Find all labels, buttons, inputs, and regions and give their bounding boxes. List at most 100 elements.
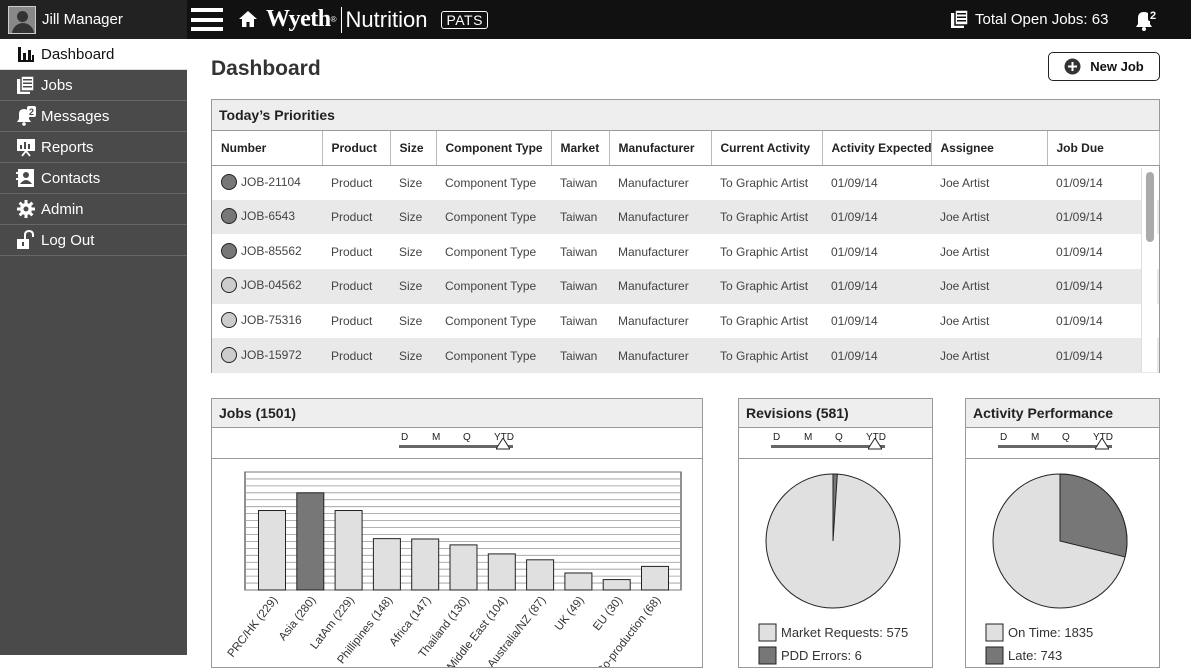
hamburger-menu-icon[interactable] bbox=[190, 6, 224, 33]
bar[interactable] bbox=[296, 492, 325, 591]
column-header[interactable]: Current Activity bbox=[711, 131, 823, 166]
period-option[interactable]: Q bbox=[1062, 432, 1070, 443]
bar[interactable] bbox=[258, 510, 286, 591]
sidebar-item-jobs[interactable]: Jobs bbox=[0, 70, 187, 101]
table-row[interactable]: JOB-75316 Product Size Component Type Taiwan… bbox=[212, 304, 1159, 339]
sidebar-item-log-out[interactable]: Log Out bbox=[0, 225, 187, 256]
period-slider-thumb[interactable] bbox=[496, 438, 510, 450]
revisions-chart-panel: Revisions (581) D M Q YTD Market Requests: … bbox=[738, 398, 933, 668]
cell-text: To Graphic Artist bbox=[720, 279, 809, 294]
table-cell-activity: To Graphic Artist bbox=[711, 338, 822, 374]
cell-text: Taiwan bbox=[560, 314, 598, 329]
sidebar-item-admin[interactable]: Admin bbox=[0, 194, 187, 225]
bar[interactable] bbox=[449, 544, 478, 591]
period-selector[interactable]: D M Q YTD bbox=[212, 428, 702, 459]
cell-text: JOB-85562 bbox=[241, 243, 302, 258]
pie-slice[interactable] bbox=[1059, 473, 1128, 558]
panel-title: Revisions (581) bbox=[739, 399, 932, 428]
sidebar-item-label: Log Out bbox=[41, 231, 95, 249]
column-header[interactable]: Assignee bbox=[931, 131, 1048, 166]
table-row[interactable]: JOB-15972 Product Size Component Type Taiwan… bbox=[212, 338, 1159, 374]
period-slider-track[interactable] bbox=[771, 445, 885, 448]
period-option[interactable]: Q bbox=[463, 432, 471, 443]
period-selector[interactable]: D M Q YTD bbox=[739, 428, 932, 459]
total-open-jobs[interactable]: Total Open Jobs: 63 bbox=[950, 9, 1108, 29]
x-tick-label: Co-production (68) bbox=[595, 594, 664, 668]
x-tick-label: EU (30) bbox=[591, 594, 625, 633]
column-header[interactable]: Manufacturer bbox=[609, 131, 712, 166]
bar[interactable] bbox=[487, 553, 516, 591]
bar[interactable] bbox=[334, 510, 363, 591]
column-header[interactable]: Number bbox=[212, 131, 323, 166]
table-row[interactable]: JOB-21104 Product Size Component Type Taiwan… bbox=[212, 165, 1159, 200]
table-cell-product: Product bbox=[322, 304, 390, 339]
new-job-label: New Job bbox=[1090, 59, 1144, 74]
table-cell-due: 01/09/14 bbox=[1047, 304, 1159, 339]
bar[interactable] bbox=[641, 565, 669, 591]
table-cell-component: Component Type bbox=[436, 338, 551, 374]
table-row[interactable]: JOB-6543 Product Size Component Type Taiwan M… bbox=[212, 199, 1159, 235]
column-header[interactable]: Size bbox=[390, 131, 437, 166]
period-option[interactable]: D bbox=[773, 432, 781, 443]
period-option[interactable]: M bbox=[1031, 432, 1040, 443]
period-option[interactable]: YTD bbox=[866, 432, 886, 443]
cell-text: Component Type bbox=[445, 210, 537, 225]
sidebar-item-dashboard[interactable]: Dashboard bbox=[0, 39, 187, 70]
sidebar-item-contacts[interactable]: Contacts bbox=[0, 163, 187, 194]
new-job-button[interactable]: New Job bbox=[1048, 52, 1160, 81]
table-cell-number: JOB-04562 bbox=[212, 269, 322, 304]
x-tick-label: UK (49) bbox=[553, 594, 587, 633]
table-scrollbar[interactable] bbox=[1141, 168, 1157, 372]
sidebar-item-messages[interactable]: 2 Messages bbox=[0, 101, 187, 132]
column-header[interactable]: Market bbox=[551, 131, 610, 166]
period-selector[interactable]: D M Q YTD bbox=[966, 428, 1159, 459]
period-option[interactable]: D bbox=[1000, 432, 1008, 443]
period-option[interactable]: Q bbox=[835, 432, 843, 443]
home-icon[interactable] bbox=[238, 9, 258, 29]
sidebar-item-reports[interactable]: Reports bbox=[0, 132, 187, 163]
legend-swatch bbox=[758, 646, 777, 665]
status-indicator bbox=[221, 346, 237, 363]
table-cell-size: Size bbox=[390, 199, 436, 235]
period-option[interactable]: M bbox=[432, 432, 441, 443]
column-header[interactable]: Activity Expected bbox=[822, 131, 932, 166]
period-option[interactable]: YTD bbox=[1093, 432, 1113, 443]
table-cell-manufacturer: Manufacturer bbox=[609, 199, 711, 235]
notifications-bell-icon[interactable]: 2 bbox=[1133, 8, 1159, 32]
period-slider-thumb[interactable] bbox=[1095, 438, 1109, 450]
bar[interactable] bbox=[526, 559, 555, 591]
sidebar-item-label: Messages bbox=[41, 107, 110, 125]
column-header[interactable]: Component Type bbox=[436, 131, 552, 166]
scrollbar-thumb[interactable] bbox=[1146, 172, 1154, 242]
table-row[interactable]: JOB-04562 Product Size Component Type Taiwan… bbox=[212, 269, 1159, 304]
cell-text: Product bbox=[331, 210, 373, 225]
table-row[interactable]: JOB-85562 Product Size Component Type Taiwan… bbox=[212, 234, 1159, 269]
bar[interactable] bbox=[602, 579, 631, 591]
period-slider-track[interactable] bbox=[998, 445, 1112, 448]
cell-text: Component Type bbox=[445, 348, 537, 363]
bar[interactable] bbox=[564, 572, 593, 591]
brand-name: Wyeth bbox=[266, 6, 331, 32]
bar[interactable] bbox=[372, 538, 401, 591]
column-header[interactable]: Product bbox=[322, 131, 391, 166]
table-cell-market: Taiwan bbox=[551, 269, 609, 304]
period-slider-thumb[interactable] bbox=[868, 438, 882, 450]
user-block[interactable]: Jill Manager bbox=[0, 0, 187, 39]
priorities-table: Number Product Size Component Type Market Man… bbox=[212, 131, 1160, 374]
cell-text: Manufacturer bbox=[618, 314, 689, 329]
bell-icon: 2 bbox=[17, 106, 36, 126]
pie-slice[interactable] bbox=[832, 473, 838, 542]
cell-text: Product bbox=[331, 175, 373, 190]
table-cell-assignee: Joe Artist bbox=[931, 234, 1047, 269]
x-tick-label: Asia (280) bbox=[277, 594, 319, 643]
cell-text: To Graphic Artist bbox=[720, 175, 809, 190]
period-option[interactable]: D bbox=[401, 432, 409, 443]
period-option[interactable]: YTD bbox=[494, 432, 514, 443]
cell-text: JOB-6543 bbox=[241, 209, 296, 224]
column-header[interactable]: Job Due bbox=[1047, 131, 1160, 166]
period-option[interactable]: M bbox=[804, 432, 813, 443]
cell-text: JOB-75316 bbox=[241, 313, 302, 328]
table-cell-assignee: Joe Artist bbox=[931, 199, 1047, 235]
period-slider-track[interactable] bbox=[399, 445, 513, 448]
bar[interactable] bbox=[411, 538, 440, 591]
